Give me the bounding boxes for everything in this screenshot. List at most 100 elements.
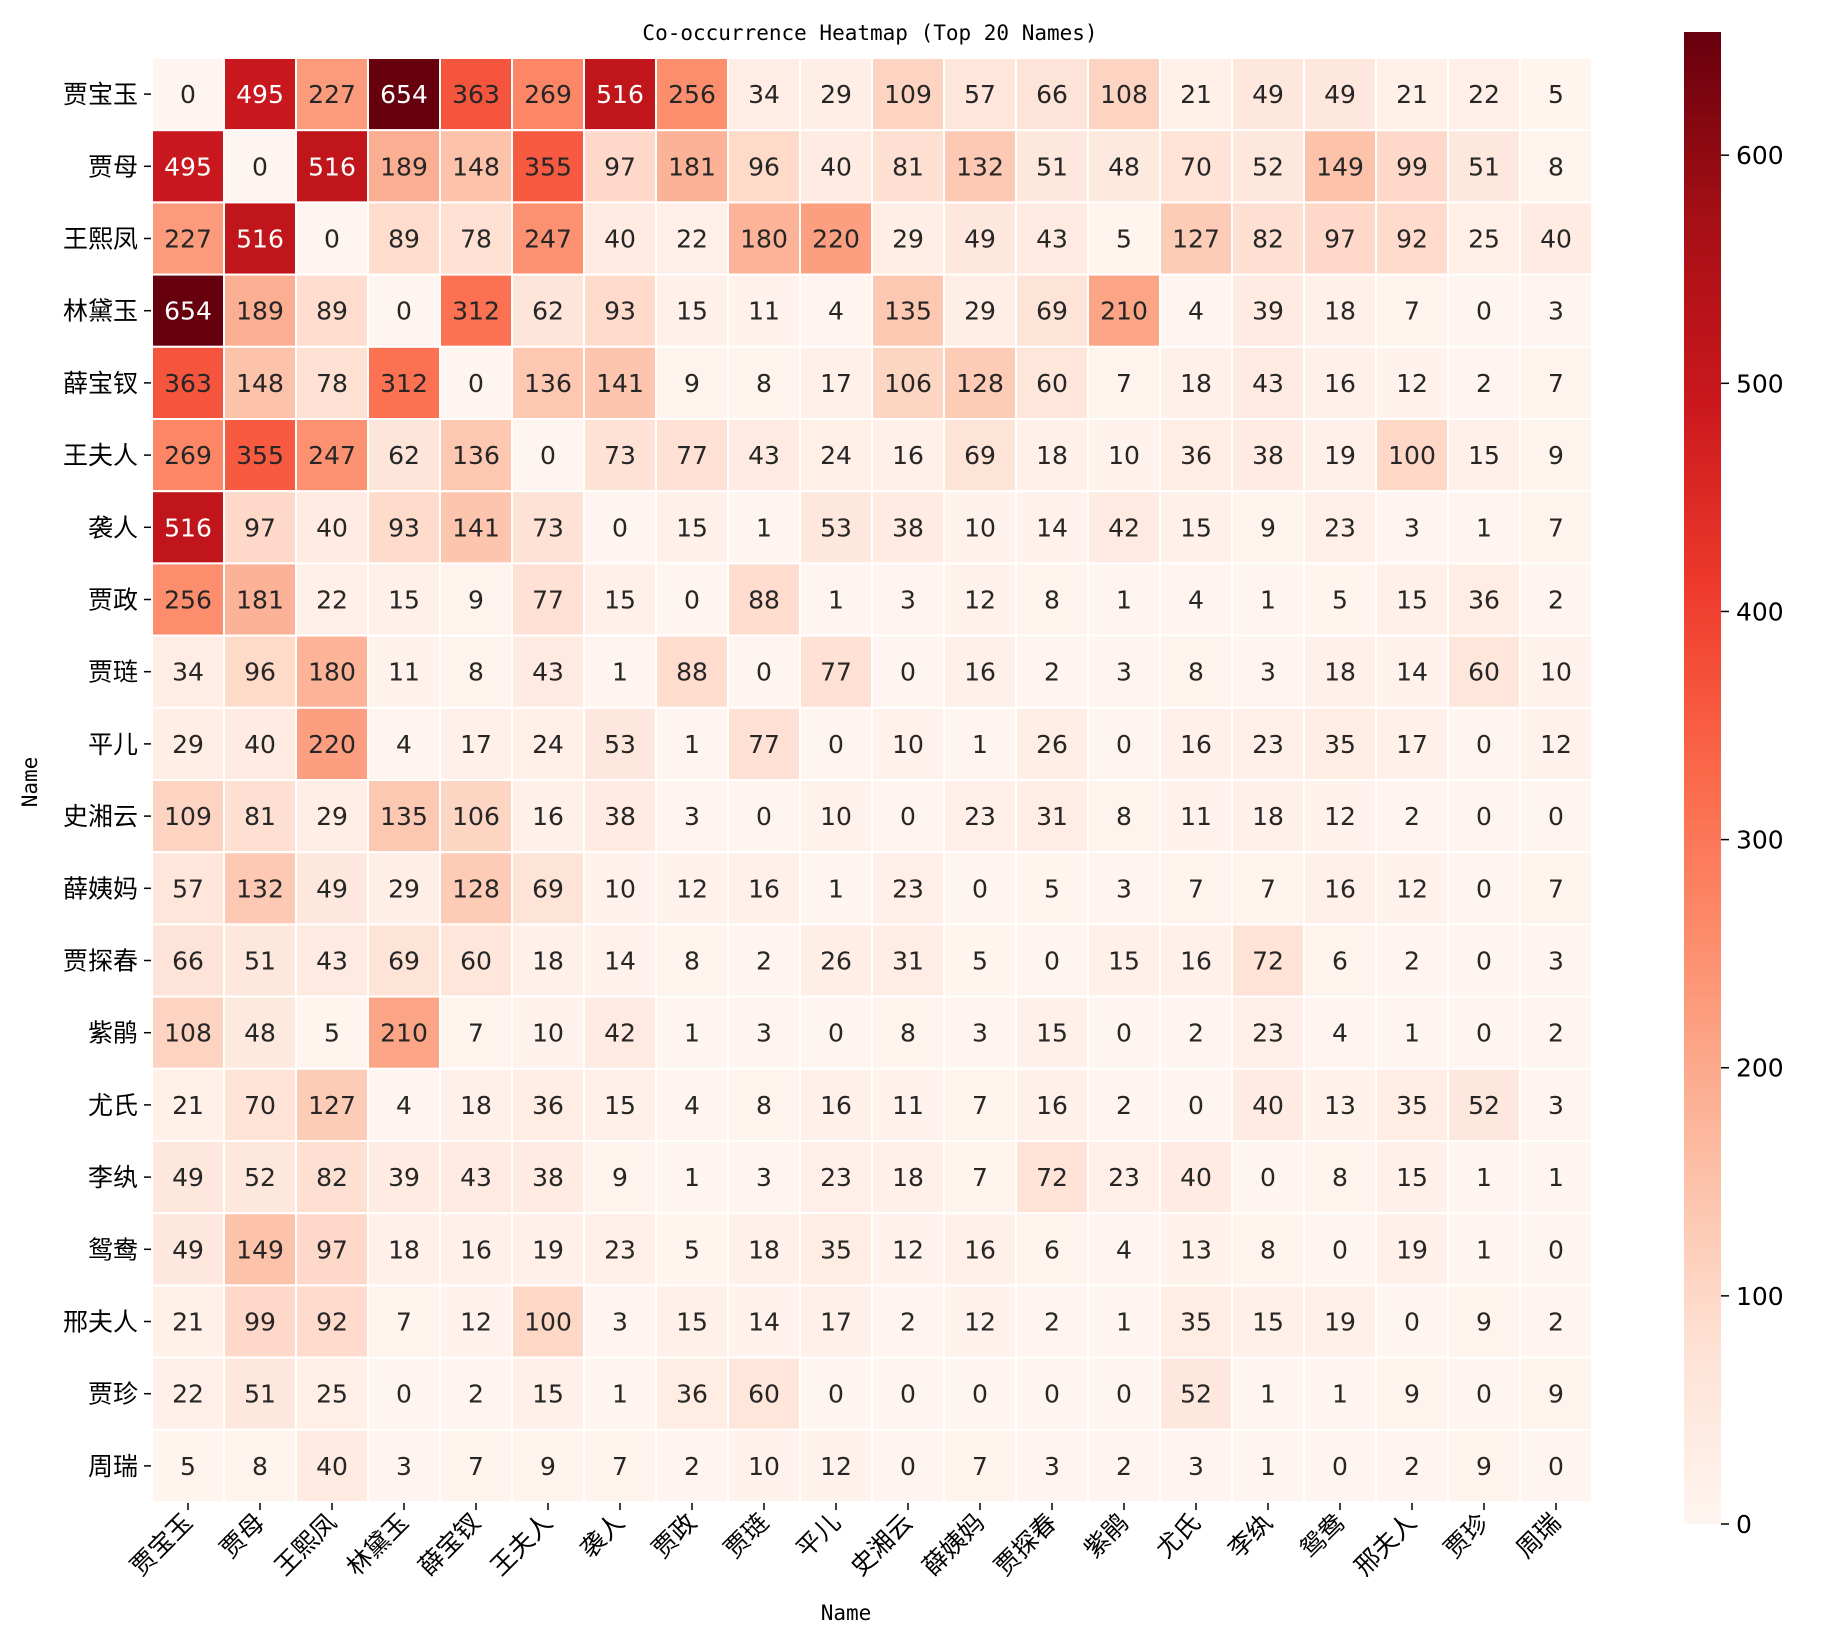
cell-value-label: 7 <box>1548 369 1564 398</box>
cell-value-label: 1 <box>612 658 628 687</box>
cell-value-label: 18 <box>532 947 564 976</box>
cell-value-label: 9 <box>1548 441 1564 470</box>
cell-value-label: 1 <box>684 730 700 759</box>
heatmap-cell <box>223 129 297 204</box>
y-tick-label: 林黛玉 <box>63 297 138 326</box>
cell-value-label: 0 <box>756 802 772 831</box>
heatmap-cell <box>1303 851 1377 926</box>
cell-value-label: 1 <box>1116 586 1132 615</box>
cell-value-label: 53 <box>604 730 636 759</box>
cell-value-label: 49 <box>316 874 348 903</box>
cell-value-label: 93 <box>388 513 420 542</box>
cell-value-label: 0 <box>972 1380 988 1409</box>
cell-value-label: 2 <box>756 947 772 976</box>
cell-value-label: 14 <box>1396 658 1428 687</box>
heatmap-cell <box>439 562 513 637</box>
cell-value-label: 31 <box>892 947 924 976</box>
cell-value-label: 36 <box>676 1380 708 1409</box>
y-tick-label: 贾琏 <box>88 658 138 687</box>
cell-value-label: 12 <box>964 1308 996 1337</box>
cell-value-label: 100 <box>1388 441 1436 470</box>
cell-value-label: 128 <box>956 369 1004 398</box>
cell-value-label: 97 <box>604 152 636 181</box>
cell-value-label: 40 <box>1180 1163 1212 1192</box>
x-tick-label: 周瑞 <box>1510 1508 1566 1564</box>
heatmap-cell <box>151 490 225 565</box>
cell-value-label: 18 <box>1324 297 1356 326</box>
heatmap-cell <box>1447 418 1521 493</box>
heatmap-cell <box>583 201 657 276</box>
heatmap-cell <box>583 1212 657 1287</box>
cell-value-label: 227 <box>164 225 212 254</box>
heatmap-cell <box>583 851 657 926</box>
cell-value-label: 8 <box>1548 152 1564 181</box>
cell-value-label: 9 <box>684 369 700 398</box>
heatmap-cell <box>1231 273 1305 348</box>
cell-value-label: 22 <box>316 586 348 615</box>
cell-value-label: 23 <box>964 802 996 831</box>
cell-value-label: 10 <box>892 730 924 759</box>
x-tick-label: 鸳鸯 <box>1294 1508 1350 1564</box>
cell-value-label: 35 <box>1396 1091 1428 1120</box>
cell-value-label: 3 <box>900 586 916 615</box>
cell-value-label: 1 <box>684 1019 700 1048</box>
heatmap-cell <box>1375 490 1449 565</box>
cell-value-label: 247 <box>308 441 356 470</box>
heatmap-cell <box>655 851 729 926</box>
cell-value-label: 12 <box>820 1452 852 1481</box>
cell-value-label: 51 <box>244 1380 276 1409</box>
heatmap-cell <box>1087 57 1161 132</box>
cell-value-label: 78 <box>316 369 348 398</box>
heatmap-cell <box>1015 706 1089 781</box>
heatmap-cell <box>1447 779 1521 854</box>
heatmap-cell <box>1303 1428 1377 1504</box>
cell-value-label: 2 <box>1404 1452 1420 1481</box>
heatmap-cell <box>943 490 1017 565</box>
cell-value-label: 0 <box>1476 1380 1492 1409</box>
cell-value-label: 16 <box>532 802 564 831</box>
cell-value-label: 189 <box>380 152 428 181</box>
heatmap-cell <box>727 995 801 1070</box>
cell-value-label: 23 <box>1324 513 1356 542</box>
heatmap-cell <box>151 634 225 709</box>
cell-value-label: 25 <box>316 1380 348 1409</box>
heatmap-cell <box>223 706 297 781</box>
heatmap-cell <box>223 851 297 926</box>
heatmap-cell <box>1087 1428 1161 1504</box>
heatmap-cell <box>871 706 945 781</box>
cell-value-label: 181 <box>236 586 284 615</box>
cell-value-label: 136 <box>524 369 572 398</box>
heatmap-cell <box>1087 273 1161 348</box>
heatmap-cell <box>655 1067 729 1143</box>
cell-value-label: 3 <box>756 1163 772 1192</box>
cell-value-label: 16 <box>964 1235 996 1264</box>
cell-value-label: 9 <box>1476 1308 1492 1337</box>
cell-value-label: 77 <box>748 730 780 759</box>
heatmap-cell <box>1303 129 1377 204</box>
heatmap-cell <box>871 1067 945 1143</box>
y-tick-label: 紫鹃 <box>88 1019 138 1048</box>
heatmap-cell <box>727 129 801 204</box>
cell-value-label: 3 <box>1116 658 1132 687</box>
heatmap-cell <box>151 345 225 420</box>
heatmap-cell <box>1303 1067 1377 1143</box>
cell-value-label: 7 <box>1404 297 1420 326</box>
heatmap-cell <box>1375 1140 1449 1215</box>
heatmap-cell <box>1231 345 1305 420</box>
cell-value-label: 6 <box>1332 947 1348 976</box>
y-tick-label: 袭人 <box>88 513 138 542</box>
heatmap-cell <box>151 129 225 204</box>
heatmap-cell <box>1519 634 1593 709</box>
heatmap-cell <box>1087 851 1161 926</box>
heatmap-cell <box>1159 562 1233 637</box>
heatmap-cell <box>1087 490 1161 565</box>
cell-value-label: 0 <box>1260 1163 1276 1192</box>
heatmap-cell <box>871 490 945 565</box>
cell-value-label: 21 <box>1180 80 1212 109</box>
cell-value-label: 2 <box>1044 658 1060 687</box>
heatmap-cell <box>1519 923 1593 998</box>
cell-value-label: 29 <box>388 874 420 903</box>
cell-value-label: 1 <box>1404 1019 1420 1048</box>
cell-value-label: 3 <box>1044 1452 1060 1481</box>
